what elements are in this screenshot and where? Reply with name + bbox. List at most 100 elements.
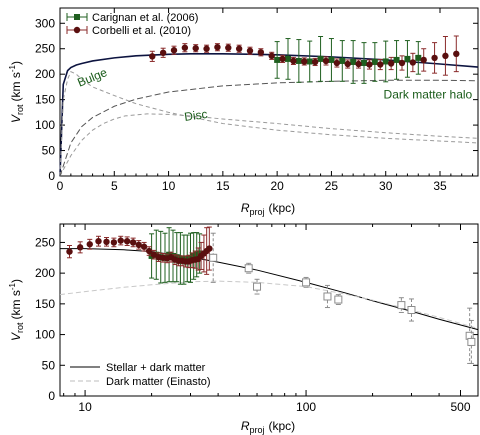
top-corbelli-point-14	[301, 58, 308, 65]
bottom-inner-point-11	[145, 247, 153, 255]
top-carignan-point-5	[328, 56, 335, 63]
top-corbelli-point-2	[170, 47, 178, 54]
bottom-model-curves	[59, 248, 479, 331]
top-annotation-bulge: Bulge	[75, 65, 109, 90]
bottom-inner-point-2	[86, 241, 93, 248]
top-y-tick-label-4: 200	[35, 67, 55, 81]
top-y-tick-label-5: 250	[35, 42, 55, 56]
bottom-panel: 10 100 500 0 50 100 150 200 250 Stellar + dark m…	[8, 223, 479, 435]
bottom-outer-point-6	[397, 301, 406, 310]
bottom-inner-point-7	[123, 238, 131, 245]
bottom-outer-group-8	[465, 307, 474, 364]
bottom-y-tick-label-5: 250	[35, 235, 55, 249]
top-y-label-close: )	[9, 61, 23, 65]
bottom-inner-point-10	[140, 243, 148, 250]
bottom-y-label-sub: rot	[15, 322, 25, 333]
bottom-outer-group-7	[407, 298, 416, 322]
top-corbelli-point-6	[214, 44, 221, 51]
top-x-tick-label-2: 10	[162, 179, 176, 193]
top-corbelli-point-4	[192, 45, 199, 52]
top-x-label-main: R	[241, 201, 250, 215]
bottom-y-tick-label-0: 0	[48, 389, 55, 403]
bottom-y-label-unit: (km s	[9, 290, 23, 319]
bottom-outer-point-1	[244, 264, 253, 273]
bottom-outer-group-6	[397, 297, 406, 313]
top-corbelli-point-11	[268, 52, 275, 60]
top-curve-dark-matter-halo	[59, 79, 479, 177]
top-y-tick-label-6: 300	[35, 16, 55, 30]
top-corbelli-point-28	[453, 50, 460, 58]
legend-carignan-label: Carignan et al. (2006)	[92, 12, 198, 24]
top-x-axis-label: Rproj (kpc)	[241, 201, 295, 217]
legend-corbelli-label: Corbelli et al. (2010)	[92, 25, 191, 37]
top-carignan-point-8	[361, 59, 367, 66]
bottom-x-tick-label-2: 500	[450, 400, 470, 414]
top-axis-ticks: 0 5 10 15 20 25 30 35 0 50 100 150 200 250 300	[35, 8, 478, 193]
bottom-y-label-sup: -1	[8, 282, 17, 290]
top-carignan-point-7	[350, 58, 357, 65]
top-corbelli-point-7	[225, 44, 232, 51]
bottom-x-tick-label-1: 100	[296, 400, 316, 414]
top-corbelli-point-24	[409, 59, 417, 66]
bottom-inner-point-5	[110, 239, 118, 246]
bottom-outer-point-0	[209, 253, 218, 262]
top-corbelli-point-10	[257, 49, 265, 56]
top-x-tick-label-1: 5	[111, 179, 118, 193]
top-corbelli-point-25	[420, 56, 427, 64]
bottom-hi-point-9	[184, 255, 191, 262]
top-y-label-unit: (km s	[9, 72, 23, 101]
legend-entry-stellar-dm: Stellar + dark matter	[70, 362, 206, 374]
bottom-x-tick-label-0: 10	[78, 400, 92, 414]
top-corbelli-point-12	[279, 55, 286, 63]
top-x-tick-label-6: 30	[379, 179, 393, 193]
top-corbelli-point-8	[235, 45, 243, 52]
bottom-x-label-unit: (kpc)	[269, 419, 296, 433]
bottom-curve-stellar-dark-matter	[60, 248, 479, 331]
top-curve-bulge	[59, 70, 479, 177]
legend-stellar-dm-label: Stellar + dark matter	[106, 362, 206, 374]
top-corbelli-point-23	[398, 59, 406, 67]
top-y-label-main: V	[9, 114, 23, 123]
bottom-outer-point-2	[253, 282, 262, 291]
bottom-x-label-main: R	[241, 419, 250, 433]
top-x-label-unit: (kpc)	[269, 201, 296, 215]
bottom-curve-einasto	[59, 280, 479, 329]
bottom-outer-point-7	[407, 306, 416, 314]
top-corbelli-point-5	[203, 45, 210, 52]
bottom-x-axis-label: Rproj (kpc)	[241, 419, 295, 435]
top-y-tick-label-0: 0	[48, 169, 55, 183]
bottom-y-tick-label-3: 150	[35, 297, 55, 311]
top-corbelli-point-15	[311, 58, 319, 66]
bottom-y-tick-label-4: 200	[35, 266, 55, 280]
top-corbelli-point-26	[431, 54, 438, 62]
bottom-outer-point-3	[302, 278, 311, 287]
top-carignan-point-10	[382, 58, 389, 65]
legend-einasto-label: Dark matter (Einasto)	[106, 376, 211, 388]
top-y-label-sup: -1	[8, 64, 17, 72]
bottom-outer-point-5	[334, 295, 343, 304]
bottom-y-label-main: V	[9, 332, 23, 341]
bottom-outer-group-9	[467, 319, 476, 364]
top-carignan-point-6	[339, 57, 346, 64]
bottom-x-label-sub: proj	[249, 425, 264, 435]
top-carignan-point-9	[371, 58, 378, 65]
bottom-inner-point-9	[135, 241, 142, 249]
top-corbelli-point-21	[377, 61, 384, 68]
top-carignan-point-2	[295, 57, 302, 64]
bottom-legend: Stellar + dark matter Dark matter (Einas…	[70, 362, 211, 388]
top-legend: Carignan et al. (2006) Corbelli et al. (…	[66, 12, 198, 37]
top-y-tick-label-3: 150	[35, 93, 55, 107]
top-x-tick-label-3: 15	[216, 179, 230, 193]
top-y-axis-label: Vrot (km s-1)	[8, 61, 25, 123]
top-x-tick-label-7: 35	[433, 179, 447, 193]
top-corbelli-point-9	[246, 47, 254, 54]
top-corbelli-point-27	[442, 52, 449, 60]
top-corbelli-point-22	[387, 60, 395, 67]
top-annotation-dark-matter-halo: Dark matter halo	[384, 88, 473, 102]
top-carignan-point-3	[306, 58, 313, 65]
top-annotations: Bulge Disc Dark matter halo	[75, 65, 472, 124]
bottom-inner-point-1	[76, 244, 84, 251]
bottom-outer-group-3	[302, 276, 311, 288]
top-carignan-point-0	[274, 56, 281, 63]
